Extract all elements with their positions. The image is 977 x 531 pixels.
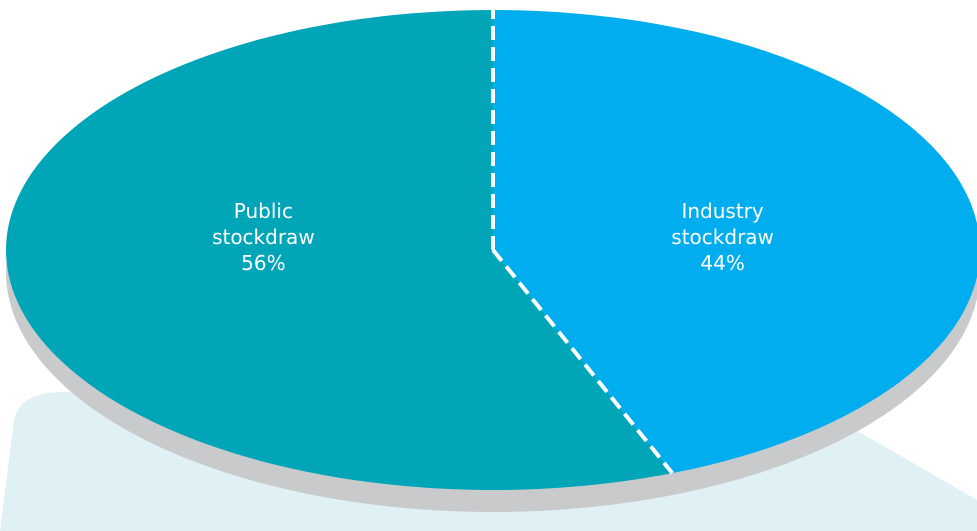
slice-value-label: 44% [700,251,745,275]
slice-label: Industry stockdraw [671,199,774,249]
slice-label: Public stockdraw [212,199,315,249]
pie-slice [493,10,977,474]
pie-slice [6,10,673,490]
slice-divider [491,248,674,475]
slice-value-label: 56% [241,251,286,275]
